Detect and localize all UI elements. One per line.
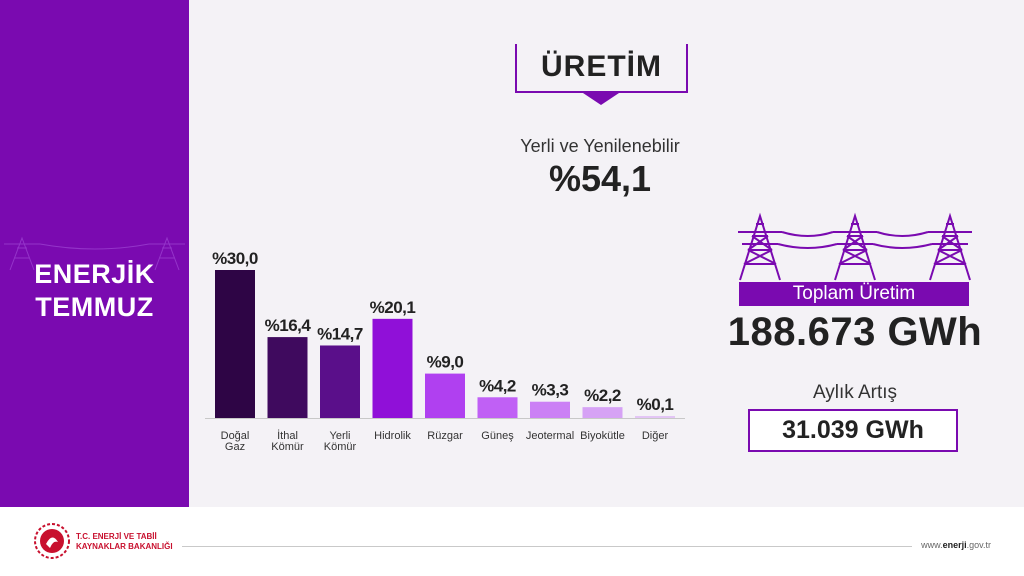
share-value: %54,1 bbox=[548, 158, 652, 199]
bar bbox=[582, 407, 623, 418]
url-suffix: .gov.tr bbox=[966, 540, 991, 550]
bar-value-label: %3,3 bbox=[532, 381, 569, 400]
bar-value-label: %9,0 bbox=[427, 353, 464, 372]
category-label: Yerli bbox=[330, 430, 351, 442]
monthly-increase-label: Aylık Artış bbox=[812, 382, 898, 403]
title-arrow-icon bbox=[583, 93, 619, 105]
category-label: Rüzgar bbox=[427, 430, 463, 442]
monthly-increase-value: 31.039 GWh bbox=[748, 409, 958, 452]
bar bbox=[372, 318, 413, 418]
ministry-name-line2: KAYNAKLAR BAKANLIĞI bbox=[76, 542, 173, 551]
sidebar-title-line1: ENERJİK bbox=[34, 259, 155, 289]
ministry-name-line1: T.C. ENERJİ VE TABİİ bbox=[76, 532, 157, 541]
category-label: Kömür bbox=[324, 441, 357, 453]
category-label: İthal bbox=[277, 429, 298, 442]
url-prefix: www. bbox=[921, 540, 943, 550]
category-label: Doğal bbox=[221, 430, 250, 442]
bar bbox=[267, 337, 308, 418]
ministry-name: T.C. ENERJİ VE TABİİ KAYNAKLAR BAKANLIĞI bbox=[76, 532, 173, 552]
page-title-box: ÜRETİM bbox=[515, 44, 688, 93]
production-bar-chart: %30,0DoğalGaz%16,4İthalKömür%14,7YerliKö… bbox=[205, 249, 685, 453]
page-title: ÜRETİM bbox=[541, 50, 662, 83]
bar bbox=[215, 270, 255, 418]
url-domain: enerji bbox=[942, 540, 967, 550]
category-label: Kömür bbox=[271, 441, 304, 453]
pylon-decoration-icon bbox=[4, 236, 185, 271]
bar-value-label: %14,7 bbox=[317, 324, 363, 343]
bar bbox=[320, 345, 360, 418]
total-production-value: 188.673 GWh bbox=[727, 310, 983, 354]
category-label: Jeotermal bbox=[526, 430, 574, 442]
bar bbox=[477, 397, 518, 418]
bar bbox=[635, 416, 675, 418]
bar-value-label: %4,2 bbox=[479, 376, 516, 395]
footer-divider bbox=[182, 546, 912, 547]
bar bbox=[425, 373, 465, 418]
total-production-label: Toplam Üretim bbox=[739, 282, 969, 306]
ministry-logo-icon bbox=[34, 523, 70, 559]
bar-value-label: %16,4 bbox=[265, 316, 312, 335]
bar-value-label: %2,2 bbox=[584, 386, 621, 405]
category-label: Biyokütle bbox=[580, 430, 625, 442]
bar-value-label: %30,0 bbox=[212, 249, 258, 268]
website-url[interactable]: www.enerji.gov.tr bbox=[921, 540, 991, 550]
bar-value-label: %20,1 bbox=[370, 298, 416, 317]
share-label: Yerli ve Yenilenebilir bbox=[520, 136, 680, 156]
bar bbox=[530, 401, 570, 418]
category-label: Güneş bbox=[481, 430, 514, 442]
category-label: Hidrolik bbox=[374, 430, 411, 442]
sidebar: ENERJİK TEMMUZ bbox=[0, 0, 189, 507]
bar-value-label: %0,1 bbox=[637, 395, 674, 414]
category-label: Gaz bbox=[225, 441, 245, 453]
power-lines-icon bbox=[738, 212, 972, 281]
sidebar-title: ENERJİK TEMMUZ bbox=[0, 258, 189, 324]
sidebar-title-line2: TEMMUZ bbox=[35, 292, 154, 322]
category-label: Diğer bbox=[642, 430, 669, 442]
